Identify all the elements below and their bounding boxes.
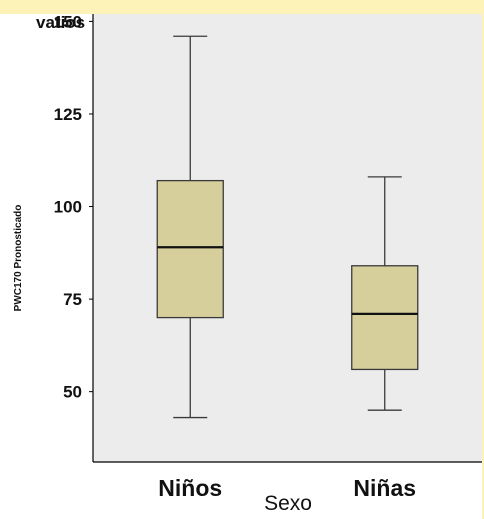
y-tick-label: 50 (63, 383, 82, 402)
x-ticks: Niños Niñas (158, 475, 416, 501)
box-iqr (156, 179, 224, 319)
x-axis-label: Sexo (264, 492, 312, 515)
y-tick-label: 125 (54, 105, 82, 124)
y-axis-label: PWC170 Pronosticado (13, 205, 24, 312)
chart-canvas: vatios PWC170 Pronosticado Sexo 50 75 100 1… (0, 12, 482, 519)
box-iqr (351, 265, 419, 371)
y-tick-label: 150 (54, 14, 82, 31)
box-group (156, 35, 224, 419)
box-group (351, 176, 419, 411)
y-tick-label: 100 (54, 198, 82, 217)
boxplot-chart: vatios PWC170 Pronosticado Sexo 50 75 100 1… (13, 12, 482, 515)
y-tick-label: 75 (63, 290, 82, 309)
y-ticks: 50 75 100 125 150 (54, 12, 93, 402)
unit-label: vatios (36, 14, 85, 32)
boxes (156, 35, 419, 419)
x-tick-label: Niñas (353, 475, 416, 501)
x-tick-label: Niños (158, 475, 222, 501)
plot-area (93, 14, 482, 462)
